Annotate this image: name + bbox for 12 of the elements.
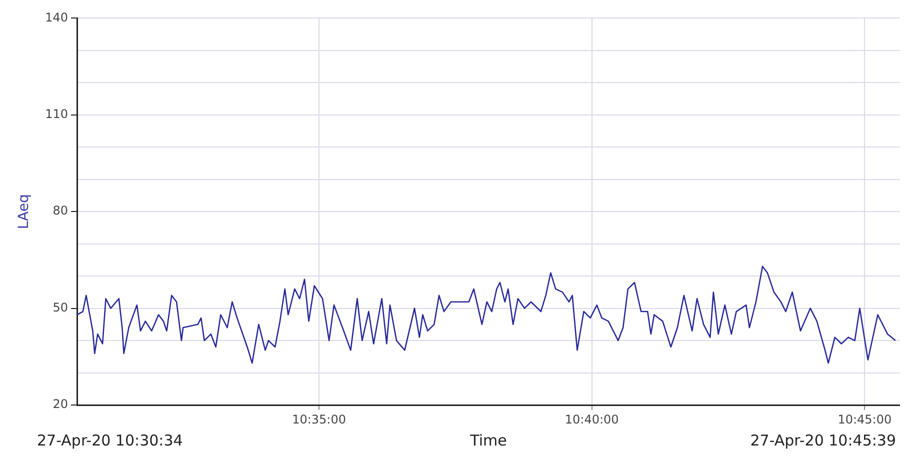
x-tick-label: 10:45:00 <box>838 412 892 426</box>
text: 27-Apr-20 10:45:39 <box>750 431 896 450</box>
y-axis-title: LAeq <box>16 194 32 230</box>
text: 27-Apr-20 10:30:34 <box>37 431 183 450</box>
y-tick-label: 20 <box>52 397 68 412</box>
y-tick-label: 110 <box>45 107 68 122</box>
y-tick-label: 50 <box>52 300 68 314</box>
x-tick-label: 10:35:00 <box>292 412 346 426</box>
y-tick-label: 80 <box>52 204 68 218</box>
x-tick-label: 10:40:00 <box>564 412 619 426</box>
y-tick-label: 140 <box>45 10 68 24</box>
x-axis-title: Time <box>469 431 507 450</box>
